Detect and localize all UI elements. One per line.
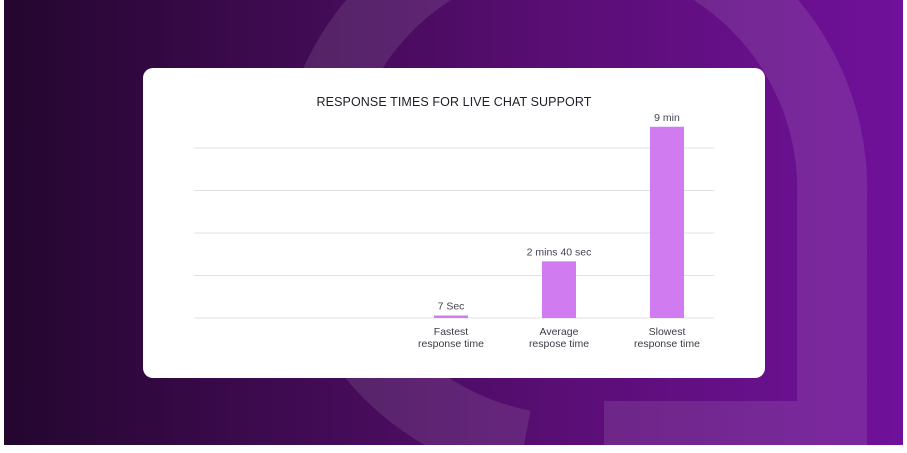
bar <box>434 315 468 318</box>
bar-value-label: 2 mins 40 sec <box>527 246 592 258</box>
category-label: Fastest <box>434 326 469 338</box>
category-label: Slowest <box>649 326 686 338</box>
bar <box>542 261 576 318</box>
chart-title: RESPONSE TIMES FOR LIVE CHAT SUPPORT <box>316 95 592 109</box>
category-label: Average <box>540 326 579 338</box>
bar-value-label: 7 Sec <box>438 301 465 313</box>
category-label: response time <box>418 338 484 350</box>
category-label: respose time <box>529 338 589 350</box>
bar-value-label: 9 min <box>654 112 680 124</box>
bar <box>650 126 684 318</box>
chart-card: RESPONSE TIMES FOR LIVE CHAT SUPPORT 7 S… <box>143 68 765 378</box>
category-label: response time <box>634 338 700 350</box>
